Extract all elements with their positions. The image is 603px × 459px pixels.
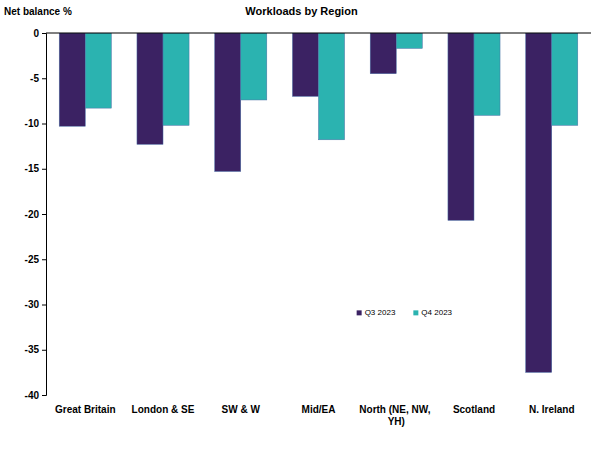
legend: Q3 2023 Q4 2023 <box>357 308 453 317</box>
tick-label: Great Britain <box>55 404 116 415</box>
tick-label: Mid/EA <box>302 404 336 415</box>
bar <box>319 33 345 140</box>
tick-mark <box>42 78 46 79</box>
tick-label: London & SE <box>132 404 195 415</box>
tick: London & SE <box>132 404 195 415</box>
tick-label: SW & W <box>222 404 261 415</box>
tick-label: -15 <box>25 163 40 174</box>
tick-label: -5 <box>30 73 39 84</box>
tick: -5 <box>30 73 46 84</box>
tick-mark <box>42 259 46 260</box>
bar <box>474 33 500 115</box>
tick-label: -40 <box>25 390 40 401</box>
bar <box>85 33 111 108</box>
tick: -35 <box>25 344 46 355</box>
bars <box>59 33 578 372</box>
tick: Mid/EA <box>302 404 336 415</box>
bar <box>137 33 163 144</box>
tick: -20 <box>25 209 46 220</box>
tick: SW & W <box>222 404 261 415</box>
series <box>59 33 552 372</box>
tick: 0 <box>33 28 46 39</box>
tick-mark <box>42 305 46 306</box>
bar <box>552 33 578 125</box>
tick-label: -35 <box>25 344 40 355</box>
tick-mark <box>42 395 46 396</box>
x-axis: Great Britain London & SE SW & W Mid/EA Nort… <box>55 404 575 427</box>
tick-mark <box>42 33 46 34</box>
tick: Scotland <box>453 404 495 415</box>
legend-label: Q4 2023 <box>421 308 452 317</box>
legend-item: Q3 2023 <box>357 308 396 317</box>
bar <box>448 33 474 220</box>
tick: North (NE, NW, YH) <box>359 404 433 427</box>
tick-mark <box>42 169 46 170</box>
tick: -40 <box>25 390 46 401</box>
bar <box>215 33 241 171</box>
tick: Great Britain <box>55 404 116 415</box>
chart: -40 -35 -30 -25 -20 -15 -10 -5 0 Great Britain Lon… <box>0 0 603 459</box>
tick-label: -10 <box>25 118 40 129</box>
legend-label: Q3 2023 <box>365 308 396 317</box>
tick-label: N. Ireland <box>529 404 575 415</box>
y-axis-line <box>42 34 47 396</box>
tick-mark <box>42 350 46 351</box>
series <box>85 33 578 140</box>
legend-swatch <box>357 310 362 315</box>
tick: -30 <box>25 299 46 310</box>
bar <box>292 33 318 96</box>
bar <box>59 33 85 126</box>
tick-label: -20 <box>25 209 40 220</box>
plot: -40 -35 -30 -25 -20 -15 -10 -5 0 Great Britain Lon… <box>25 28 591 427</box>
tick-mark <box>42 124 46 125</box>
tick: -15 <box>25 163 46 174</box>
y-axis-label: Net balance % <box>4 6 72 17</box>
tick-label: North (NE, NW, YH) <box>359 404 433 427</box>
bar <box>526 33 552 372</box>
legend-item: Q4 2023 <box>413 308 452 317</box>
x-axis-line <box>46 33 591 34</box>
y-axis: -40 -35 -30 -25 -20 -15 -10 -5 0 <box>25 28 47 401</box>
tick: -10 <box>25 118 46 129</box>
bar <box>370 33 396 74</box>
tick-label: -30 <box>25 299 40 310</box>
bar <box>163 33 189 125</box>
tick-label: Scotland <box>453 404 495 415</box>
tick-label: 0 <box>33 28 39 39</box>
title: Workloads by Region <box>245 5 358 17</box>
bar <box>241 33 267 100</box>
tick-label: -25 <box>25 254 40 265</box>
tick: -25 <box>25 254 46 265</box>
tick-mark <box>42 214 46 215</box>
tick: N. Ireland <box>529 404 575 415</box>
bar <box>396 33 422 48</box>
legend-swatch <box>413 310 418 315</box>
